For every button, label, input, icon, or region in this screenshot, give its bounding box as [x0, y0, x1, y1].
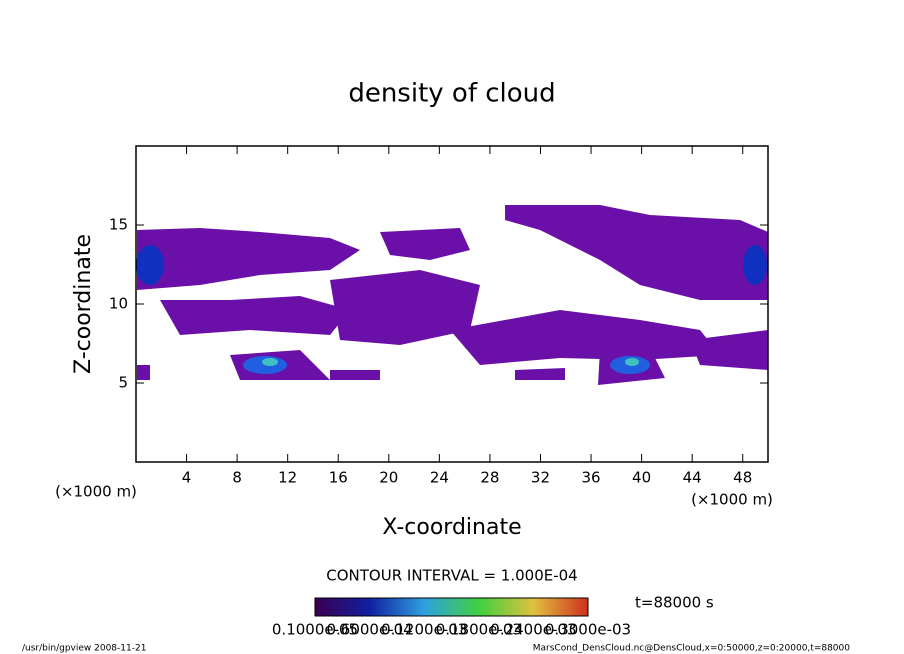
- y-tick-label: 15: [109, 216, 128, 234]
- x-tick-label: 20: [379, 469, 398, 487]
- x-axis-label: X-coordinate: [382, 515, 521, 540]
- y-axis-label: Z-coordinate: [71, 234, 96, 374]
- x-unit-left: (×1000 m): [55, 483, 137, 501]
- x-tick-label: 40: [632, 469, 651, 487]
- x-unit-right: (×1000 m): [691, 491, 773, 509]
- colorbar-label: 0.6000e-04: [326, 621, 412, 639]
- colorbar-label: 0.2400e-03: [490, 621, 576, 639]
- x-tick-label: 28: [480, 469, 499, 487]
- colorbar: [314, 597, 589, 617]
- x-tick-label: 16: [329, 469, 348, 487]
- footer-left: /usr/bin/gpview 2008-11-21: [22, 644, 146, 654]
- y-tick-label: 10: [109, 295, 128, 313]
- time-label: t=88000 s: [635, 594, 714, 612]
- colorbar-label: 0.1200e-03: [381, 621, 467, 639]
- colorbar-label: 0.1000e-05: [272, 621, 358, 639]
- x-tick-label: 32: [531, 469, 550, 487]
- x-tick-label: 48: [733, 469, 752, 487]
- y-tick-label: 5: [118, 374, 128, 392]
- colorbar-label: 0.1800e-03: [436, 621, 522, 639]
- cloud-field: [136, 205, 768, 385]
- colorbar-label: 0.3000e-03: [545, 621, 631, 639]
- footer-right: MarsCond_DensCloud.nc@DensCloud,x=0:5000…: [533, 644, 850, 654]
- x-tick-label: 36: [581, 469, 600, 487]
- chart-title: density of cloud: [348, 79, 555, 109]
- contour-interval: CONTOUR INTERVAL = 1.000E-04: [326, 567, 577, 585]
- x-tick-label: 4: [182, 469, 192, 487]
- x-tick-label: 12: [278, 469, 297, 487]
- x-tick-label: 44: [683, 469, 702, 487]
- x-tick-label: 8: [232, 469, 242, 487]
- x-tick-label: 24: [430, 469, 449, 487]
